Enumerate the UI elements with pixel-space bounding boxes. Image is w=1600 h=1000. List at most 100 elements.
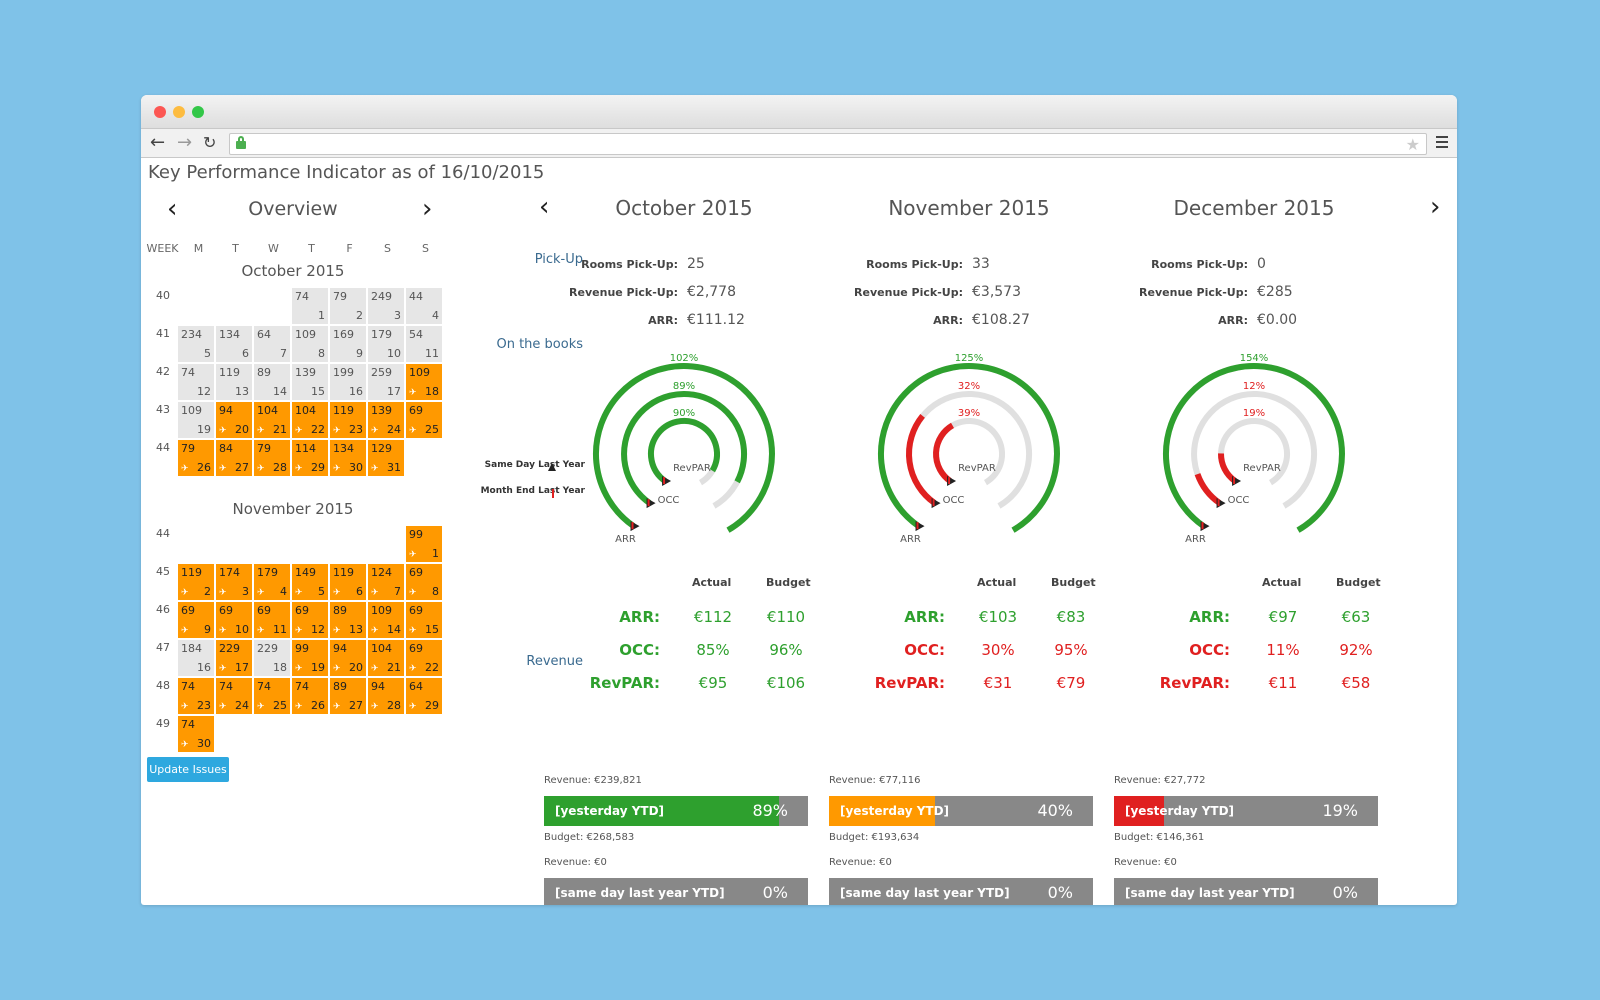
calendar-day-cell[interactable]: 69 9 ✈ (178, 602, 214, 638)
calendar-day-cell[interactable]: 89 14 (254, 364, 290, 400)
day-rate: 54 (409, 328, 423, 341)
calendar-day-cell[interactable]: 119 23 ✈ (330, 402, 366, 438)
calendar-day-cell[interactable]: 229 18 (254, 640, 290, 676)
progress-bar-fill (1114, 796, 1165, 826)
calendar-day-cell[interactable]: 69 22 ✈ (406, 640, 442, 676)
calendar-day-cell[interactable]: 104 21 ✈ (368, 640, 404, 676)
calendar-day-cell[interactable]: 119 2 ✈ (178, 564, 214, 600)
minimize-window-button[interactable] (173, 106, 185, 118)
calendar-day-cell[interactable]: 109 14 ✈ (368, 602, 404, 638)
calendar-day-cell[interactable]: 129 31 ✈ (368, 440, 404, 476)
calendar-day-cell[interactable]: 74 12 (178, 364, 214, 400)
metric-budget: 96% (769, 641, 803, 659)
gauge-arc-revpar (648, 418, 720, 484)
calendar-day-cell[interactable]: 44 4 (406, 288, 442, 324)
calendar-day-cell[interactable]: 94 20 ✈ (330, 640, 366, 676)
calendar-day-cell[interactable]: 89 13 ✈ (330, 602, 366, 638)
calendar-day-cell[interactable]: 139 15 (292, 364, 328, 400)
calendar-day-cell[interactable]: 184 16 (178, 640, 214, 676)
calendar-day-cell[interactable]: 74 24 ✈ (216, 678, 252, 714)
day-number: 16 (349, 385, 363, 398)
calendar-day-cell[interactable]: 79 28 ✈ (254, 440, 290, 476)
calendar-day-cell[interactable]: 54 11 (406, 326, 442, 362)
plane-icon: ✈ (257, 588, 265, 598)
progress-bar-fill (829, 796, 935, 826)
calendar-day-cell[interactable]: 69 8 ✈ (406, 564, 442, 600)
progress-bar-label: [yesterday YTD] (1125, 804, 1235, 818)
calendar-day-cell[interactable]: 179 4 ✈ (254, 564, 290, 600)
plane-icon: ✈ (409, 388, 417, 398)
address-bar[interactable]: ★ (229, 133, 1427, 155)
maximize-window-button[interactable] (192, 106, 204, 118)
calendar-day-cell[interactable]: 99 19 ✈ (292, 640, 328, 676)
months-prev-icon[interactable]: ‹ (539, 192, 550, 222)
day-number: 1 (318, 309, 325, 322)
gauge-percent-label: 32% (958, 381, 980, 392)
progress-bar-label: [yesterday YTD] (555, 804, 665, 818)
calendar-day-cell[interactable]: 64 29 ✈ (406, 678, 442, 714)
calendar-day-cell[interactable]: 109 8 (292, 326, 328, 362)
calendar-day-cell[interactable]: 79 26 ✈ (178, 440, 214, 476)
calendar-day-cell[interactable]: 229 17 ✈ (216, 640, 252, 676)
calendar-day-cell[interactable]: 234 5 (178, 326, 214, 362)
calendar-day-cell[interactable]: 249 3 (368, 288, 404, 324)
calendar-day-cell[interactable]: 74 23 ✈ (178, 678, 214, 714)
calendar-day-cell[interactable]: 109 18 ✈ (406, 364, 442, 400)
calendar-day-cell[interactable]: 74 26 ✈ (292, 678, 328, 714)
calendar-day-cell[interactable]: 149 5 ✈ (292, 564, 328, 600)
calendar-day-cell[interactable]: 119 13 (216, 364, 252, 400)
calendar-day-cell[interactable]: 94 28 ✈ (368, 678, 404, 714)
calendar-day-cell[interactable]: 94 20 ✈ (216, 402, 252, 438)
calendar-day-cell[interactable]: 139 24 ✈ (368, 402, 404, 438)
month-end-marker-icon (1201, 522, 1204, 530)
calendar-day-cell[interactable]: 134 30 ✈ (330, 440, 366, 476)
calendar-day-cell[interactable]: 69 11 ✈ (254, 602, 290, 638)
plane-icon: ✈ (295, 588, 303, 598)
menu-icon[interactable] (1436, 136, 1448, 151)
update-issues-button[interactable]: Update Issues (147, 757, 229, 782)
calendar-day-cell[interactable]: 104 21 ✈ (254, 402, 290, 438)
metric-budget: €79 (1056, 674, 1086, 692)
calendar-day-cell[interactable]: 104 22 ✈ (292, 402, 328, 438)
calendar-day-cell[interactable]: 99 1 ✈ (406, 526, 442, 562)
plane-icon: ✈ (219, 626, 227, 636)
calendar-day-cell[interactable]: 69 25 ✈ (406, 402, 442, 438)
calendar-day-cell[interactable]: 114 29 ✈ (292, 440, 328, 476)
calendar-day-cell[interactable]: 199 16 (330, 364, 366, 400)
progress-bar-percent: 0% (1332, 883, 1358, 902)
calendar-day-cell[interactable]: 74 1 (292, 288, 328, 324)
close-window-button[interactable] (154, 106, 166, 118)
week-number: 43 (156, 403, 170, 416)
plane-icon: ✈ (333, 626, 341, 636)
calendar-day-cell[interactable]: 179 10 (368, 326, 404, 362)
months-next-icon[interactable]: › (1430, 192, 1441, 222)
metric-label: RevPAR: (589, 674, 660, 692)
metric-actual: 30% (981, 641, 1015, 659)
calendar-day-cell[interactable]: 134 6 (216, 326, 252, 362)
back-icon[interactable]: ← (150, 132, 166, 153)
calendar-day-cell[interactable]: 84 27 ✈ (216, 440, 252, 476)
calendar-day-cell[interactable]: 89 27 ✈ (330, 678, 366, 714)
calendar-day-cell[interactable]: 109 19 (178, 402, 214, 438)
calendar-prev-icon[interactable]: ‹ (167, 194, 178, 224)
gauge-arc-occ (621, 390, 747, 506)
calendar-next-icon[interactable]: › (422, 194, 433, 224)
plane-icon: ✈ (409, 550, 417, 560)
calendar-day-cell[interactable]: 74 30 ✈ (178, 716, 214, 752)
calendar-day-cell[interactable]: 124 7 ✈ (368, 564, 404, 600)
forward-icon[interactable]: → (177, 132, 193, 153)
reload-icon[interactable]: ↻ (203, 133, 217, 152)
calendar-day-cell[interactable]: 259 17 (368, 364, 404, 400)
calendar-day-cell[interactable]: 169 9 (330, 326, 366, 362)
bookmark-star-icon[interactable]: ★ (1405, 135, 1420, 154)
calendar-day-cell[interactable]: 174 3 ✈ (216, 564, 252, 600)
calendar-day-cell[interactable]: 119 6 ✈ (330, 564, 366, 600)
calendar-day-cell[interactable]: 74 25 ✈ (254, 678, 290, 714)
calendar-day-cell[interactable]: 79 2 (330, 288, 366, 324)
calendar-day-cell[interactable]: 69 10 ✈ (216, 602, 252, 638)
pickup-label: Revenue Pick-Up: (1139, 286, 1248, 299)
calendar-day-cell[interactable]: 69 12 ✈ (292, 602, 328, 638)
calendar-day-cell[interactable]: 64 7 (254, 326, 290, 362)
calendar-day-cell[interactable]: 69 15 ✈ (406, 602, 442, 638)
week-number: 49 (156, 717, 170, 730)
